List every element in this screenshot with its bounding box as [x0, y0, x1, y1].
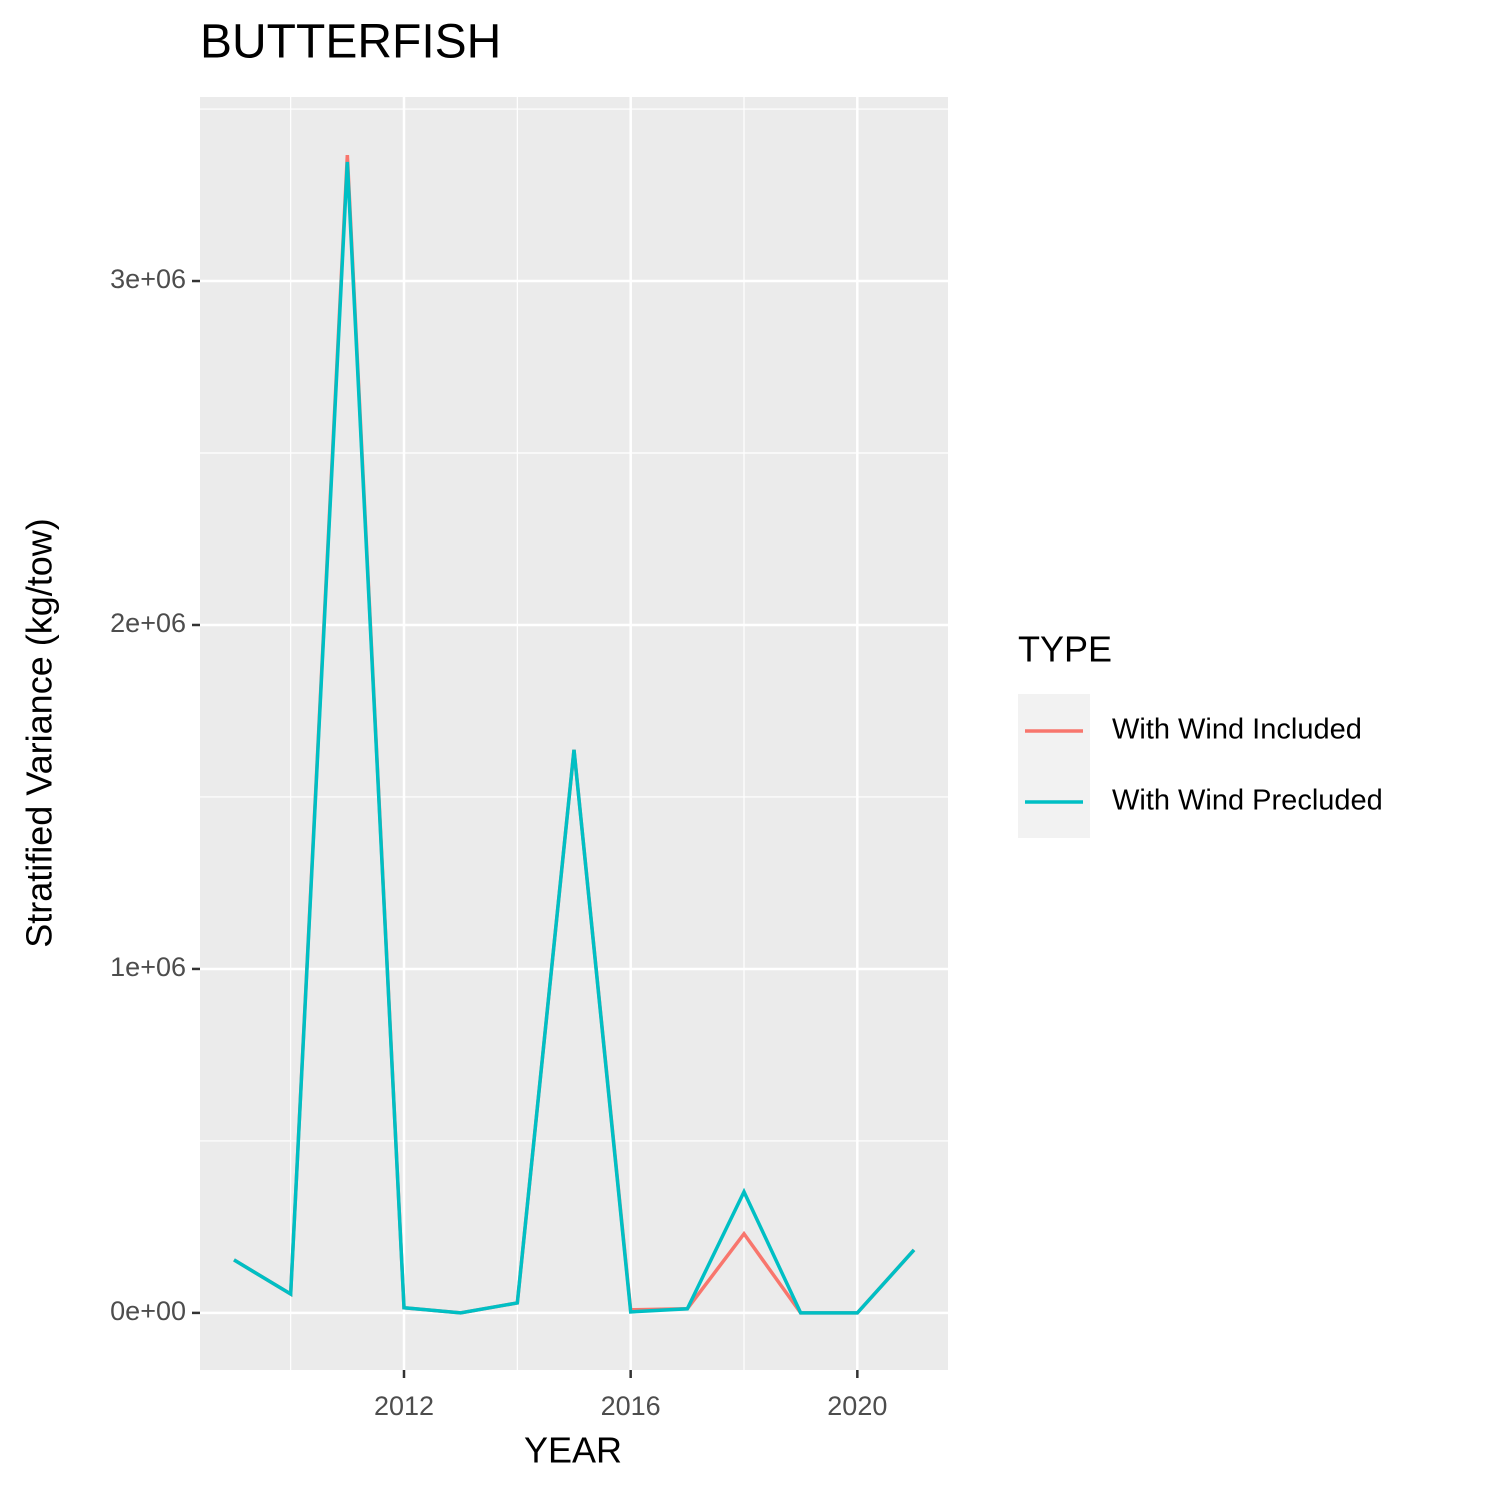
x-tick-label: 2020 — [827, 1391, 887, 1421]
legend-label: With Wind Precluded — [1112, 785, 1383, 817]
y-tick-label: 2e+06 — [110, 608, 186, 638]
y-tick-label: 3e+06 — [110, 264, 186, 294]
x-axis-title: YEAR — [524, 1430, 622, 1471]
legend-title: TYPE — [1018, 629, 1112, 670]
legend-key-bg — [1018, 694, 1090, 838]
panel — [200, 97, 948, 1370]
line — [233, 161, 916, 1315]
y-tick-label: 0e+00 — [110, 1296, 186, 1326]
y-tick-label: 1e+06 — [110, 952, 186, 982]
legend-label: With Wind Included — [1112, 714, 1362, 746]
x-tick-label: 2016 — [601, 1391, 661, 1421]
x-tick-label: 2012 — [374, 1391, 434, 1421]
y-axis-title: Stratified Variance (kg/tow) — [19, 518, 60, 948]
chart-title: BUTTERFISH — [200, 16, 501, 69]
